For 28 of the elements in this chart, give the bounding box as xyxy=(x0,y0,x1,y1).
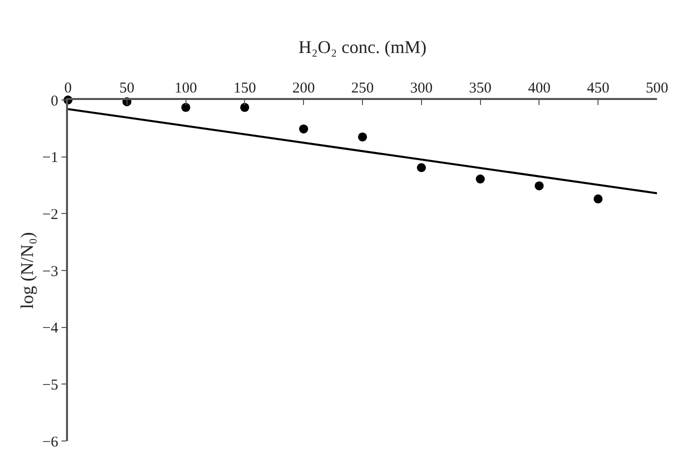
x-tick-label: 350 xyxy=(469,80,492,96)
point xyxy=(416,163,426,172)
x-tick-label: 300 xyxy=(410,80,433,96)
x-tick-label: 150 xyxy=(233,80,256,96)
x-tick-label: 100 xyxy=(174,80,198,96)
x-tick-label: 400 xyxy=(528,80,550,96)
x-tick-label: 450 xyxy=(586,80,610,96)
x-tick-label: 500 xyxy=(646,80,668,96)
y-tick-label: 0 xyxy=(50,93,58,110)
x-tick-label: 50 xyxy=(119,80,134,96)
point xyxy=(240,102,250,112)
point xyxy=(299,124,308,134)
y-axis-title: log (N/N₀) xyxy=(16,232,37,309)
point xyxy=(534,181,544,190)
x-axis-title: H₂O₂ conc. (mM) xyxy=(298,36,427,57)
y-tick-label: −4 xyxy=(42,320,59,337)
point xyxy=(358,132,367,142)
y-tick-label: −6 xyxy=(42,434,59,450)
y-tick-label: −1 xyxy=(42,150,58,166)
point xyxy=(594,194,603,204)
y-tick-label: −2 xyxy=(42,206,58,223)
point xyxy=(476,174,485,184)
y-tick-label: −5 xyxy=(42,377,58,394)
x-tick-label: 0 xyxy=(64,80,72,96)
y-tick-label: −3 xyxy=(42,264,58,280)
x-tick-label: 250 xyxy=(351,80,374,96)
point xyxy=(181,102,190,112)
x-tick-label: 200 xyxy=(292,80,315,96)
